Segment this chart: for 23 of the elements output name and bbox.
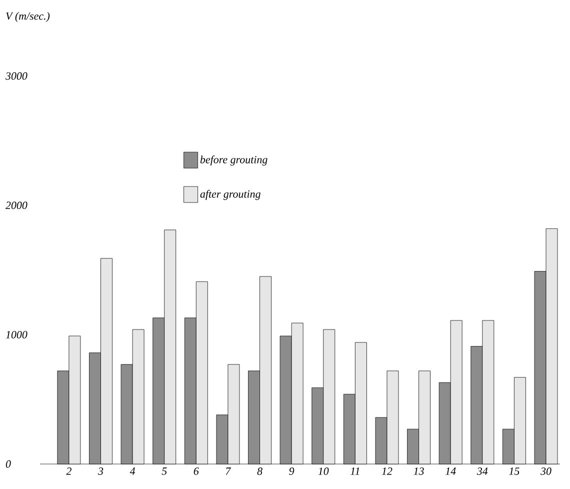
x-tick-label: 4 [130, 468, 136, 475]
x-tick-label: 15 [509, 468, 520, 475]
legend-label: before grouting [200, 156, 268, 166]
x-tick-label: 14 [446, 468, 456, 475]
x-tick-label: 30 [540, 468, 552, 475]
x-tick-label: 7 [226, 468, 232, 475]
x-tick-label: 9 [289, 468, 294, 475]
y-tick-label: 3000 [6, 72, 28, 80]
x-tick-label: 2 [66, 468, 72, 475]
x-tick-label: 8 [257, 468, 262, 475]
x-tick-label: 11 [350, 468, 360, 475]
x-tick-label: 10 [318, 468, 329, 475]
x-tick-label: 34 [476, 468, 488, 475]
y-tick-label: 0 [6, 460, 11, 468]
x-tick-label: 3 [98, 468, 104, 475]
legend-label: after grouting [200, 190, 260, 200]
y-tick-label: 2000 [6, 202, 28, 210]
y-axis-title: V (m/sec.) [6, 12, 50, 22]
y-tick-label: 1000 [6, 330, 28, 338]
x-tick-label: 12 [382, 468, 392, 475]
x-tick-label: 5 [162, 468, 167, 475]
x-tick-label: 13 [414, 468, 424, 475]
x-tick-label: 6 [194, 468, 199, 475]
